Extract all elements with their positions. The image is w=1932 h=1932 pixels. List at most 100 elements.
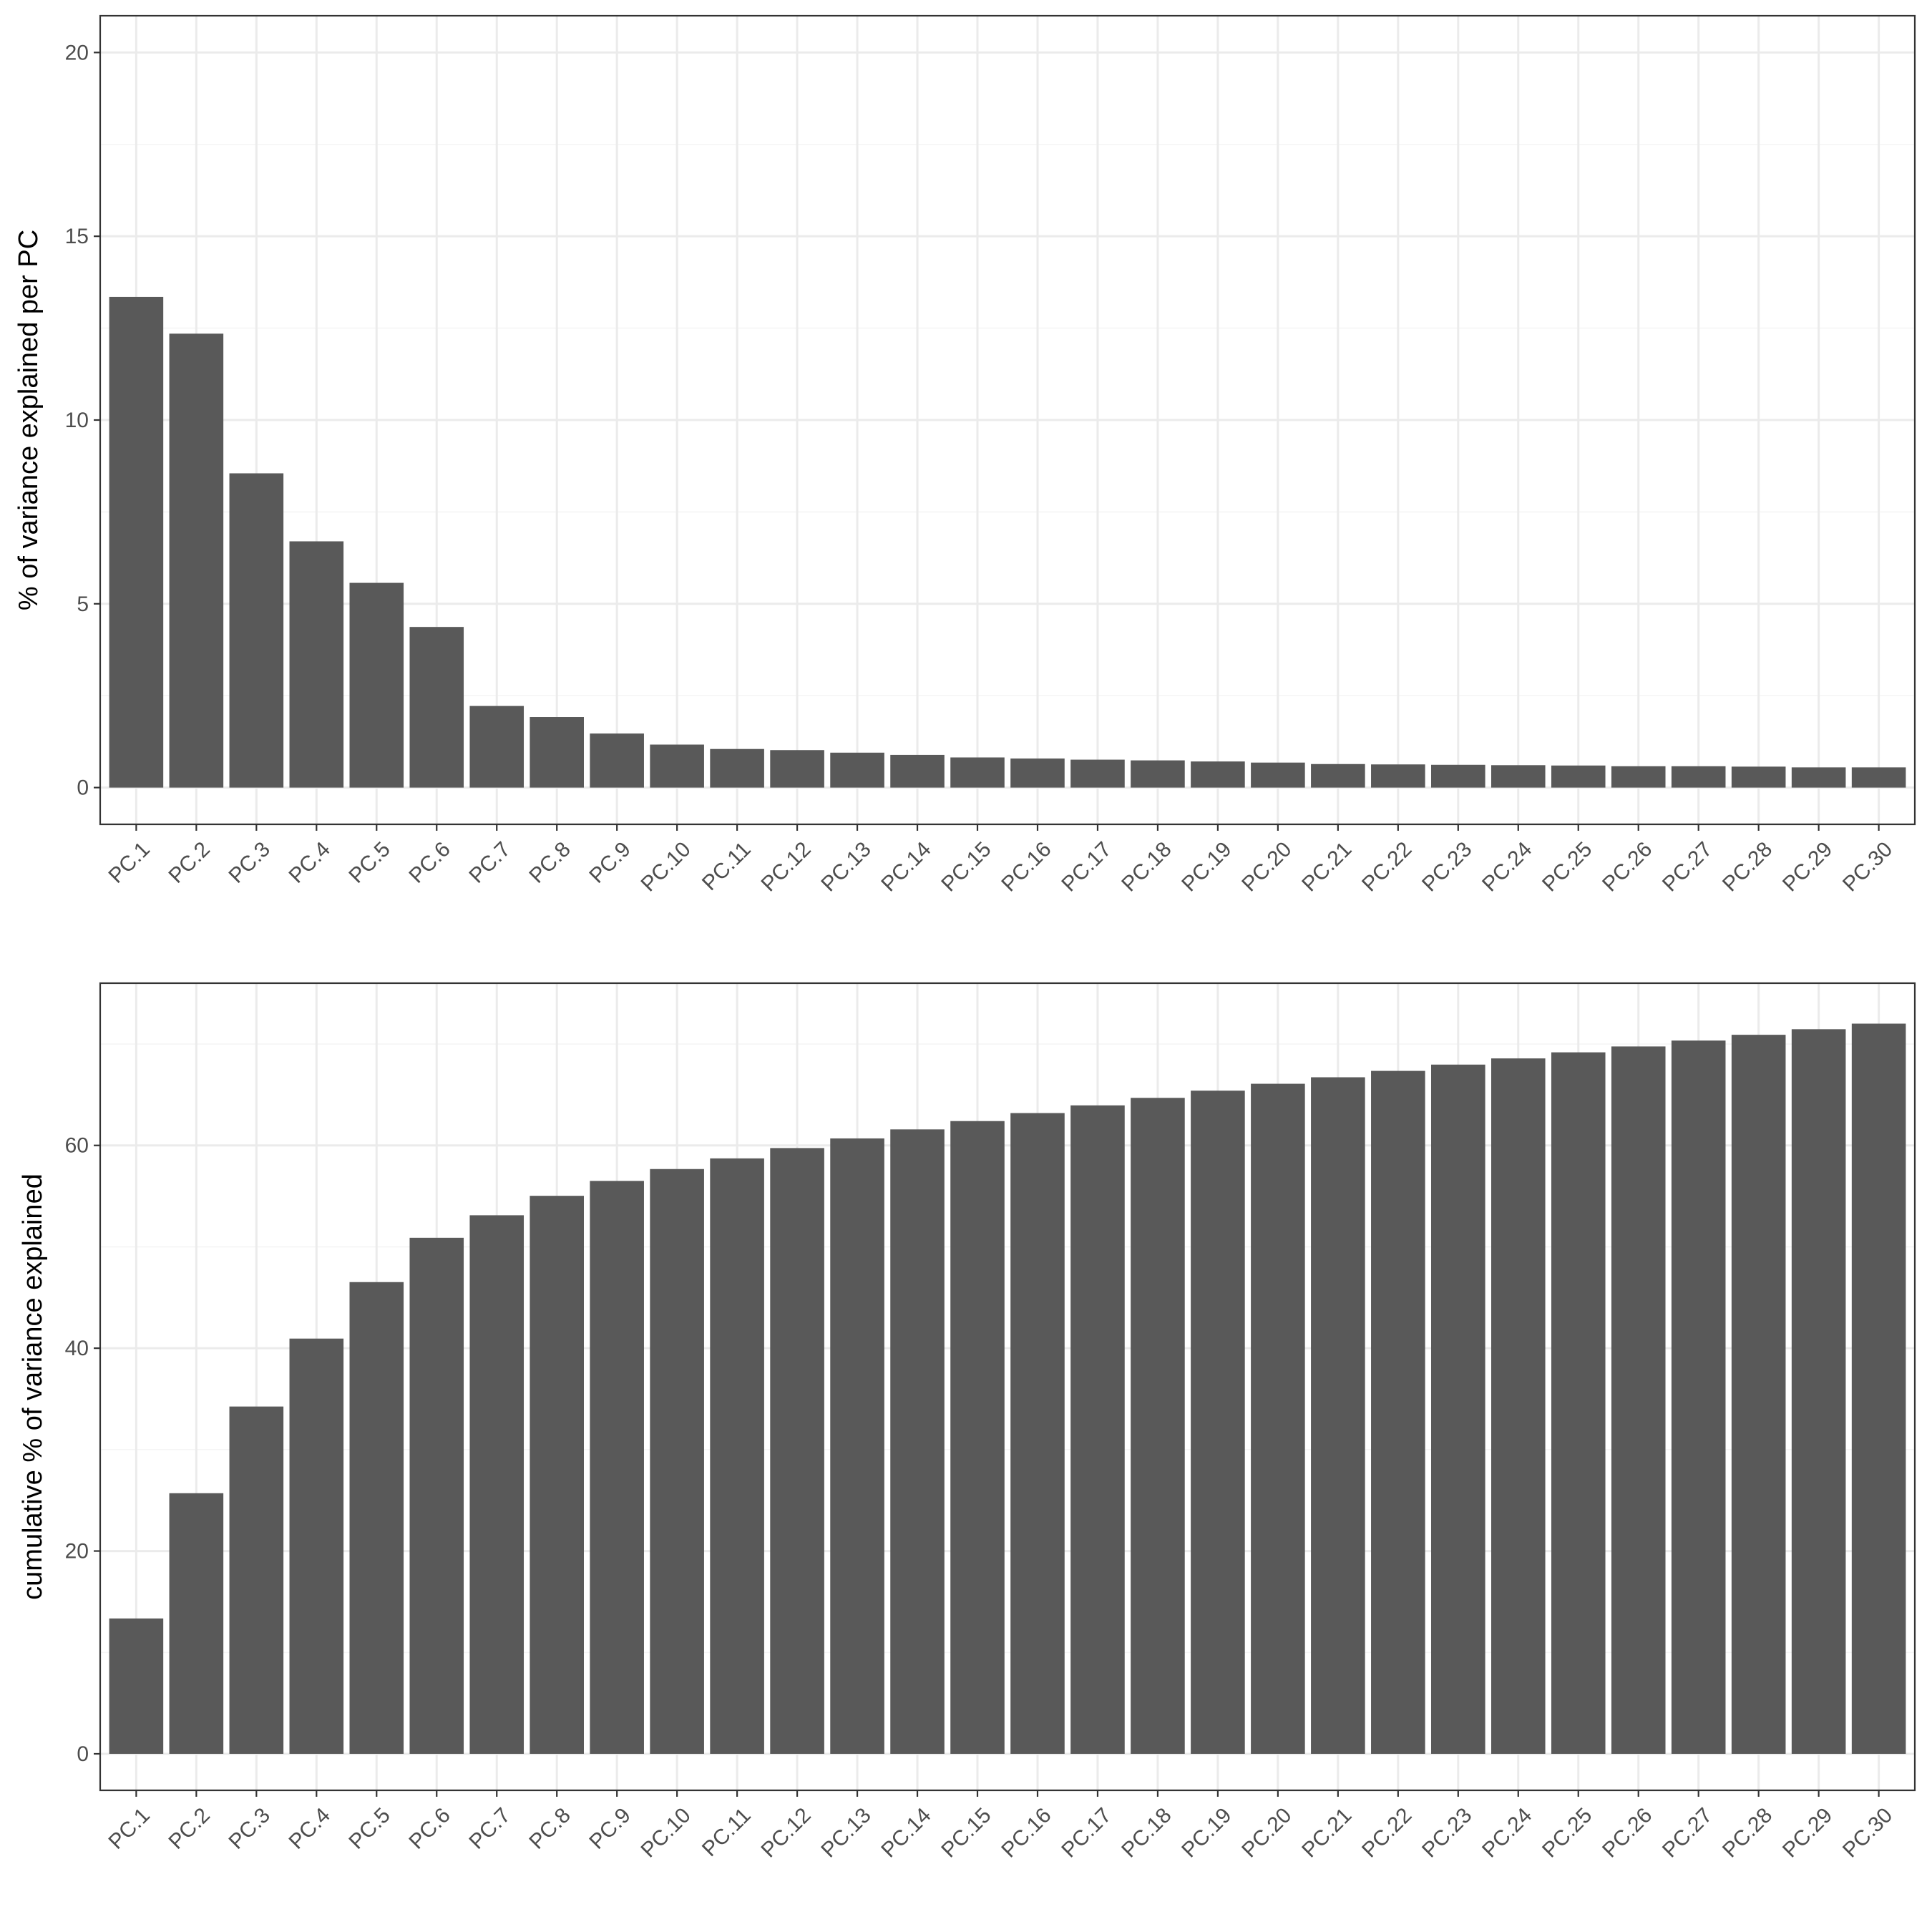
bar-PC.3 <box>229 473 284 788</box>
bar-PC.18 <box>1131 1098 1185 1754</box>
y-tick-label: 40 <box>65 1337 89 1360</box>
bar-PC.19 <box>1191 1091 1245 1754</box>
bar-PC.17 <box>1070 1105 1125 1754</box>
bar-PC.12 <box>770 1148 824 1754</box>
x-tick-label: PC.17 <box>1057 837 1116 896</box>
bar-PC.13 <box>830 1138 884 1754</box>
bar-PC.29 <box>1791 767 1846 788</box>
x-tick-label: PC.23 <box>1418 1803 1476 1862</box>
bar-PC.22 <box>1371 1070 1425 1754</box>
bar-PC.4 <box>289 1338 344 1754</box>
bar-PC.25 <box>1551 1052 1606 1754</box>
bar-PC.30 <box>1851 767 1906 788</box>
bar-PC.11 <box>710 748 764 788</box>
bar-PC.9 <box>590 1181 644 1754</box>
bar-PC.1 <box>109 296 164 788</box>
bar-PC.9 <box>590 733 644 788</box>
x-tick-label: PC.10 <box>637 1803 696 1862</box>
x-tick-label: PC.9 <box>585 837 635 888</box>
bar-PC.20 <box>1251 762 1305 788</box>
x-tick-label: PC.12 <box>756 837 815 896</box>
x-tick-label: PC.1 <box>104 1803 155 1854</box>
bar-PC.7 <box>469 1215 525 1754</box>
bar-PC.15 <box>950 757 1005 788</box>
x-tick-label: PC.26 <box>1598 1803 1657 1862</box>
y-tick-label: 10 <box>65 409 89 432</box>
x-tick-label: PC.28 <box>1718 837 1777 896</box>
bar-PC.1 <box>109 1618 164 1754</box>
x-tick-label: PC.3 <box>224 1803 275 1854</box>
x-tick-label: PC.5 <box>344 1803 395 1854</box>
x-tick-label: PC.7 <box>464 837 515 888</box>
x-tick-label: PC.14 <box>877 837 935 896</box>
y-tick-label: 20 <box>65 41 89 64</box>
y-tick-label: 5 <box>77 592 89 616</box>
x-tick-label: PC.17 <box>1057 1803 1116 1862</box>
bar-PC.6 <box>409 627 464 788</box>
bar-PC.28 <box>1731 766 1786 788</box>
x-tick-label: PC.30 <box>1838 1803 1897 1862</box>
x-tick-label: PC.1 <box>104 837 155 888</box>
bar-PC.21 <box>1311 1077 1365 1754</box>
x-tick-label: PC.21 <box>1297 837 1356 896</box>
bar-PC.29 <box>1791 1029 1846 1754</box>
x-tick-label: PC.5 <box>344 837 395 888</box>
bar-PC.10 <box>650 744 704 788</box>
panel-border <box>99 982 1916 1792</box>
bar-PC.8 <box>530 1196 584 1754</box>
bar-PC.8 <box>530 717 584 788</box>
x-tick-label: PC.13 <box>816 1803 875 1862</box>
x-tick-label: PC.30 <box>1838 837 1897 896</box>
x-tick-label: PC.11 <box>698 1803 756 1861</box>
x-tick-label: PC.26 <box>1598 837 1657 896</box>
x-tick-label: PC.6 <box>404 1803 455 1854</box>
x-tick-label: PC.3 <box>224 837 275 888</box>
bar-PC.23 <box>1431 1064 1485 1754</box>
x-tick-label: PC.14 <box>877 1803 935 1862</box>
x-tick-label: PC.8 <box>525 1803 575 1854</box>
bar-PC.21 <box>1311 763 1365 788</box>
y-tick-label: 0 <box>77 1742 89 1766</box>
x-tick-label: PC.29 <box>1778 837 1837 896</box>
x-tick-label: PC.4 <box>284 837 335 888</box>
y-axis-title: cumulative % of variance explained <box>18 1174 48 1600</box>
x-tick-label: PC.10 <box>637 837 696 896</box>
bar-PC.11 <box>710 1158 764 1754</box>
bar-PC.27 <box>1671 1040 1726 1754</box>
x-tick-label: PC.18 <box>1117 837 1176 896</box>
bar-PC.14 <box>890 754 945 788</box>
x-tick-label: PC.29 <box>1778 1803 1837 1862</box>
x-tick-label: PC.6 <box>404 837 455 888</box>
x-tick-label: PC.22 <box>1357 1803 1416 1862</box>
bar-PC.12 <box>770 750 824 788</box>
x-tick-label: PC.28 <box>1718 1803 1777 1862</box>
x-tick-label: PC.27 <box>1658 1803 1717 1862</box>
x-tick-label: PC.23 <box>1418 837 1476 896</box>
x-tick-label: PC.22 <box>1357 837 1416 896</box>
bar-PC.14 <box>890 1129 945 1754</box>
bar-PC.5 <box>349 1282 404 1754</box>
bar-PC.4 <box>289 541 344 788</box>
bar-PC.10 <box>650 1169 704 1754</box>
bar-PC.2 <box>169 1493 224 1754</box>
x-tick-label: PC.2 <box>165 837 215 888</box>
bar-PC.30 <box>1851 1023 1906 1754</box>
bar-PC.16 <box>1010 758 1065 788</box>
x-tick-label: PC.19 <box>1177 1803 1236 1862</box>
x-tick-label: PC.9 <box>585 1803 635 1854</box>
y-axis-title: % of variance explained per PC <box>14 230 44 610</box>
x-tick-label: PC.15 <box>937 837 995 896</box>
bar-PC.16 <box>1010 1113 1065 1754</box>
x-tick-label: PC.20 <box>1237 837 1296 896</box>
x-tick-label: PC.4 <box>284 1803 335 1854</box>
chart-panel-top: 0 5 10 15 20 PC.1 PC.2 PC.3 PC.4 PC.5 PC.6 PC.7 PC.8… <box>14 14 1916 897</box>
x-tick-label: PC.8 <box>525 837 575 888</box>
bar-PC.15 <box>950 1121 1005 1754</box>
x-tick-label: PC.2 <box>165 1803 215 1854</box>
bar-PC.26 <box>1611 1046 1666 1754</box>
x-tick-label: PC.24 <box>1478 837 1536 896</box>
bar-PC.23 <box>1431 764 1485 788</box>
x-tick-label: PC.16 <box>997 1803 1055 1862</box>
